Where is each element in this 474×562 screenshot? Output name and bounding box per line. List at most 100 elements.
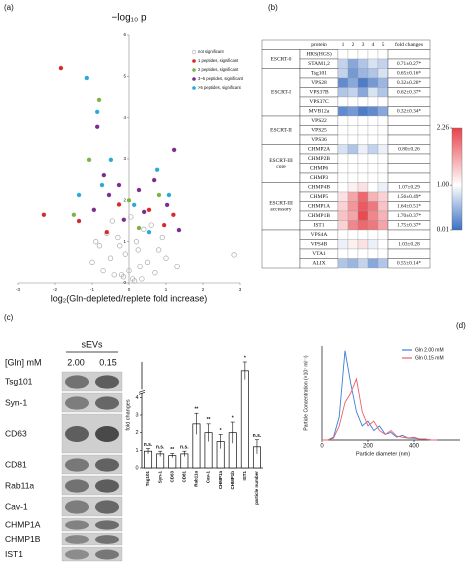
heat-cell xyxy=(357,239,369,250)
x-tick-label: 2 xyxy=(202,287,205,292)
heat-cell xyxy=(357,134,369,145)
x-tick-label: CHMP1b xyxy=(230,471,235,490)
data-point xyxy=(176,227,182,233)
x-tick-label: -1 xyxy=(90,287,94,292)
heat-cell xyxy=(377,106,389,117)
heat-cell xyxy=(337,182,349,193)
protein-label: Syn-1 xyxy=(5,397,27,407)
data-point xyxy=(141,209,147,215)
heat-cell xyxy=(347,172,359,183)
data-point xyxy=(86,157,92,163)
protein-label: Tsg101 xyxy=(5,376,33,386)
column-header: fold changes xyxy=(395,41,423,48)
colorbar-label: 1.00 xyxy=(437,181,450,189)
protein-label: ALIX xyxy=(312,261,325,267)
heat-cell xyxy=(377,77,389,88)
data-point xyxy=(41,212,47,218)
heat-cell xyxy=(367,153,379,164)
heat-cell xyxy=(367,96,379,107)
significance-label: * xyxy=(244,355,246,361)
fold-change: 1.03±0.28 xyxy=(398,241,420,247)
panel-label: (b) xyxy=(268,3,278,12)
heat-cell xyxy=(337,134,349,145)
blot-band xyxy=(95,520,119,530)
data-point xyxy=(96,243,103,249)
y-tick-label: 5 xyxy=(123,74,126,79)
heat-cell xyxy=(377,258,389,269)
data-point xyxy=(151,177,157,183)
y-tick-label: 3 xyxy=(123,156,126,161)
protein-label: VPS37C xyxy=(309,99,329,105)
x-tick-label: 1 xyxy=(165,287,168,292)
protein-label: Tsg101 xyxy=(311,71,327,77)
significance-label: n.s. xyxy=(156,445,165,451)
x-tick-label: Syn-1 xyxy=(157,471,162,484)
heat-cell xyxy=(337,163,349,174)
heat-cell xyxy=(357,77,369,88)
x-tick-label: particle number xyxy=(254,471,259,505)
x-axis-label: log₂(Gln-depleted/replete fold increase) xyxy=(51,293,208,303)
blot-band xyxy=(95,500,119,514)
axis-break xyxy=(138,390,146,393)
fold-change: 0.55±0.14* xyxy=(397,260,421,266)
heat-cell xyxy=(377,201,389,212)
heat-cell xyxy=(367,239,379,250)
group-label: core xyxy=(276,164,286,170)
group-label: ESCRT-III xyxy=(269,158,293,164)
heat-cell xyxy=(377,125,389,136)
heat-cell xyxy=(367,144,379,155)
blot-band xyxy=(95,479,119,493)
x-tick-label: 3 xyxy=(239,287,242,292)
heat-cell xyxy=(347,210,359,221)
heat-cell xyxy=(357,68,369,79)
fold-cell xyxy=(387,134,431,145)
data-point xyxy=(84,75,90,81)
data-point xyxy=(89,259,95,265)
heat-cell xyxy=(337,115,349,126)
heat-cell xyxy=(337,201,349,212)
protein-label: HRS(HGS) xyxy=(306,51,332,58)
data-point xyxy=(146,207,152,213)
legend-label: 2 peptides, significant xyxy=(198,67,239,72)
data-point xyxy=(116,202,122,207)
legend-label: Gln 0.15 mM xyxy=(415,355,444,361)
heat-cell xyxy=(377,210,389,221)
data-point xyxy=(146,229,152,235)
blot-band xyxy=(65,458,89,472)
x-tick-label: CD81 xyxy=(182,471,187,483)
data-point xyxy=(107,255,114,261)
data-point xyxy=(120,274,127,280)
data-point xyxy=(163,255,169,261)
group-label: ESCRT-I xyxy=(271,90,291,96)
heat-cell xyxy=(337,144,349,155)
protein-label: CD81 xyxy=(5,459,27,469)
y-tick-label: 4 xyxy=(135,395,138,401)
chart-title: −log₁₀ p xyxy=(111,13,146,24)
blot-band xyxy=(65,426,89,442)
x-tick-label: 200 xyxy=(363,444,374,450)
group-label: ESCRT-0 xyxy=(271,56,292,62)
heat-cell xyxy=(357,210,369,221)
data-point xyxy=(109,218,115,224)
data-point xyxy=(121,217,127,223)
data-point xyxy=(76,218,82,224)
heat-cell xyxy=(357,125,369,136)
protein-label: CHMP2B xyxy=(308,156,330,162)
x-tick-label: IST1 xyxy=(242,471,247,481)
heat-cell xyxy=(377,172,389,183)
heat-cell xyxy=(357,191,369,202)
heat-cell xyxy=(357,153,369,164)
protein-label: Cav-1 xyxy=(5,501,28,511)
protein-label: VTA1 xyxy=(312,251,326,257)
line-series xyxy=(322,377,437,441)
legend-marker xyxy=(192,86,196,90)
heat-cell xyxy=(347,220,359,231)
data-point xyxy=(117,243,123,249)
significance-label: * xyxy=(232,415,234,421)
heat-cell xyxy=(367,258,379,269)
data-point xyxy=(116,182,122,188)
y-tick-label: 1 xyxy=(123,239,126,244)
heat-cell xyxy=(367,125,379,136)
heat-cell xyxy=(367,248,379,259)
